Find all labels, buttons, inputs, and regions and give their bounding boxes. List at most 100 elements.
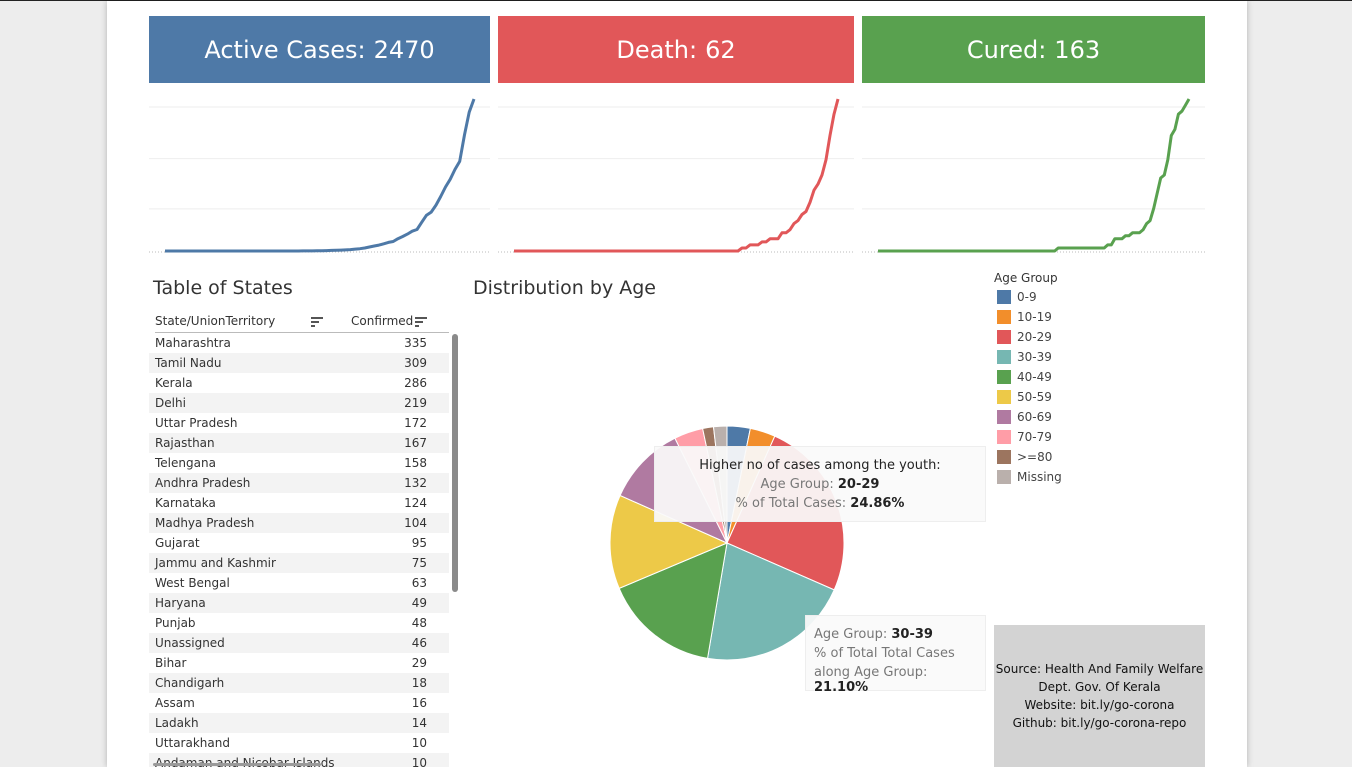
legend-item[interactable]: 20-29 bbox=[997, 330, 1052, 344]
death-tile[interactable]: Death: 62 bbox=[498, 16, 854, 83]
legend-item[interactable]: 10-19 bbox=[997, 310, 1052, 324]
tooltip-youth: Higher no of cases among the youth: Age … bbox=[654, 446, 986, 522]
table-row[interactable]: Kerala 286 bbox=[149, 373, 449, 393]
table-row[interactable]: Telengana 158 bbox=[149, 453, 449, 473]
legend-label: >=80 bbox=[1017, 450, 1053, 464]
table-row[interactable]: Andhra Pradesh 132 bbox=[149, 473, 449, 493]
source-dept: Dept. Gov. Of Kerala bbox=[1038, 680, 1161, 694]
kpi-value: 163 bbox=[1054, 35, 1101, 64]
table-row[interactable]: Tamil Nadu 309 bbox=[149, 353, 449, 373]
pie-slice[interactable] bbox=[609, 494, 729, 590]
active-sparkline[interactable] bbox=[149, 87, 490, 259]
legend-item[interactable]: 50-59 bbox=[997, 390, 1052, 404]
legend-item[interactable]: Missing bbox=[997, 470, 1062, 484]
legend-label: 10-19 bbox=[1017, 310, 1052, 324]
table-row[interactable]: Maharashtra 335 bbox=[149, 333, 449, 353]
state-name: Ladakh bbox=[155, 716, 199, 730]
state-name: Andhra Pradesh bbox=[155, 476, 251, 490]
source-box: Source: Health And Family Welfare Dept. … bbox=[994, 625, 1205, 767]
vertical-scrollbar[interactable] bbox=[452, 334, 458, 592]
pie-title: Distribution by Age bbox=[473, 277, 656, 299]
tooltip-age-label: Age Group: bbox=[814, 627, 888, 642]
source-line: Source: Health And Family Welfare bbox=[995, 662, 1204, 676]
table-row[interactable]: Jammu and Kashmir 75 bbox=[149, 553, 449, 573]
tooltip-age-line: Age Group: 20-29 bbox=[655, 477, 985, 492]
legend-swatch bbox=[997, 450, 1011, 464]
confirmed-column-header[interactable]: Confirmed bbox=[351, 314, 414, 328]
death-sparkline[interactable] bbox=[498, 87, 854, 259]
legend-swatch bbox=[997, 290, 1011, 304]
sort-icon[interactable] bbox=[311, 316, 323, 328]
state-name: Tamil Nadu bbox=[155, 356, 222, 370]
state-name: Haryana bbox=[155, 596, 206, 610]
active-sparkline-svg bbox=[149, 98, 490, 253]
horizontal-scrollbar[interactable] bbox=[153, 763, 321, 766]
legend-label: 60-69 bbox=[1017, 410, 1052, 424]
website-link[interactable]: Website: bit.ly/go-corona bbox=[1024, 698, 1175, 712]
table-row[interactable]: Bihar 29 bbox=[149, 653, 449, 673]
table-row[interactable]: Assam 16 bbox=[149, 693, 449, 713]
legend-swatch bbox=[997, 390, 1011, 404]
legend-item[interactable]: 40-49 bbox=[997, 370, 1052, 384]
table-row[interactable]: Haryana 49 bbox=[149, 593, 449, 613]
table-row[interactable]: Gujarat 95 bbox=[149, 533, 449, 553]
legend-label: 70-79 bbox=[1017, 430, 1052, 444]
table-row[interactable]: West Bengal 63 bbox=[149, 573, 449, 593]
tooltip-pct-label-1: % of Total Total Cases bbox=[814, 646, 955, 661]
table-row[interactable]: Unassigned 46 bbox=[149, 633, 449, 653]
state-name: Chandigarh bbox=[155, 676, 225, 690]
sparkline-series bbox=[514, 98, 840, 253]
state-name: Karnataka bbox=[155, 496, 216, 510]
state-name: Telengana bbox=[155, 456, 216, 470]
table-row[interactable]: Ladakh 14 bbox=[149, 713, 449, 733]
table-row[interactable]: Madhya Pradesh 104 bbox=[149, 513, 449, 533]
confirmed-value: 46 bbox=[411, 636, 427, 650]
tooltip-heading: Higher no of cases among the youth: bbox=[699, 458, 941, 473]
confirmed-value: 167 bbox=[404, 436, 427, 450]
confirmed-value: 10 bbox=[411, 736, 427, 750]
tooltip-age-value: 30-39 bbox=[891, 627, 933, 642]
github-link[interactable]: Github: bit.ly/go-corona-repo bbox=[1012, 716, 1187, 730]
legend-item[interactable]: 30-39 bbox=[997, 350, 1052, 364]
state-name: Jammu and Kashmir bbox=[155, 556, 276, 570]
table-row[interactable]: Punjab 48 bbox=[149, 613, 449, 633]
states-table[interactable]: Maharashtra 335 Tamil Nadu 309 Kerala 286 Delh… bbox=[149, 333, 449, 767]
cured-tile[interactable]: Cured: 163 bbox=[862, 16, 1205, 83]
state-name: West Bengal bbox=[155, 576, 230, 590]
sort-icon[interactable] bbox=[415, 316, 427, 328]
pie-slice[interactable] bbox=[618, 542, 728, 659]
top-border bbox=[0, 0, 1352, 1]
legend-label: 40-49 bbox=[1017, 370, 1052, 384]
table-row[interactable]: Uttar Pradesh 172 bbox=[149, 413, 449, 433]
confirmed-value: 309 bbox=[404, 356, 427, 370]
kpi-value: 62 bbox=[705, 35, 736, 64]
confirmed-value: 14 bbox=[411, 716, 427, 730]
table-row[interactable]: Rajasthan 167 bbox=[149, 433, 449, 453]
legend-swatch bbox=[997, 330, 1011, 344]
dashboard: Active Cases: 2470 Death: 62 Cured: 163 … bbox=[107, 1, 1247, 767]
state-name: Punjab bbox=[155, 616, 196, 630]
pie-slice[interactable] bbox=[706, 542, 835, 661]
table-row[interactable]: Karnataka 124 bbox=[149, 493, 449, 513]
state-name: Bihar bbox=[155, 656, 187, 670]
confirmed-value: 172 bbox=[404, 416, 427, 430]
table-row[interactable]: Chandigarh 18 bbox=[149, 673, 449, 693]
legend-swatch bbox=[997, 350, 1011, 364]
cured-sparkline[interactable] bbox=[862, 87, 1205, 259]
legend-title: Age Group bbox=[994, 271, 1058, 285]
kpi-label: Death: bbox=[616, 35, 698, 64]
active-cases-tile[interactable]: Active Cases: 2470 bbox=[149, 16, 490, 83]
legend-item[interactable]: >=80 bbox=[997, 450, 1052, 464]
table-row[interactable]: Delhi 219 bbox=[149, 393, 449, 413]
confirmed-value: 10 bbox=[411, 756, 427, 767]
confirmed-value: 49 bbox=[411, 596, 427, 610]
state-column-header[interactable]: State/UnionTerritory bbox=[155, 314, 276, 328]
tooltip-age-value: 20-29 bbox=[837, 477, 880, 492]
confirmed-value: 75 bbox=[411, 556, 427, 570]
tooltip-pct-value: 21.10% bbox=[814, 680, 869, 695]
legend-item[interactable]: 70-79 bbox=[997, 430, 1052, 444]
legend-item[interactable]: 0-9 bbox=[997, 290, 1037, 304]
table-row[interactable]: Uttarakhand 10 bbox=[149, 733, 449, 753]
legend-item[interactable]: 60-69 bbox=[997, 410, 1052, 424]
legend-label: 30-39 bbox=[1017, 350, 1052, 364]
